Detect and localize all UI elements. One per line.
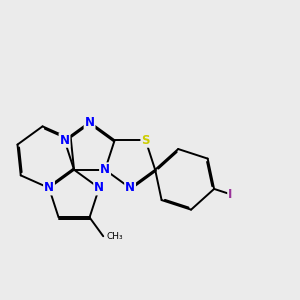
Text: N: N (59, 134, 70, 147)
Text: N: N (44, 182, 54, 194)
Text: S: S (141, 134, 150, 147)
Text: N: N (100, 163, 110, 176)
Text: N: N (94, 182, 104, 194)
Text: N: N (85, 116, 94, 129)
Text: CH₃: CH₃ (106, 232, 123, 241)
Text: N: N (125, 182, 135, 194)
Text: I: I (228, 188, 232, 201)
